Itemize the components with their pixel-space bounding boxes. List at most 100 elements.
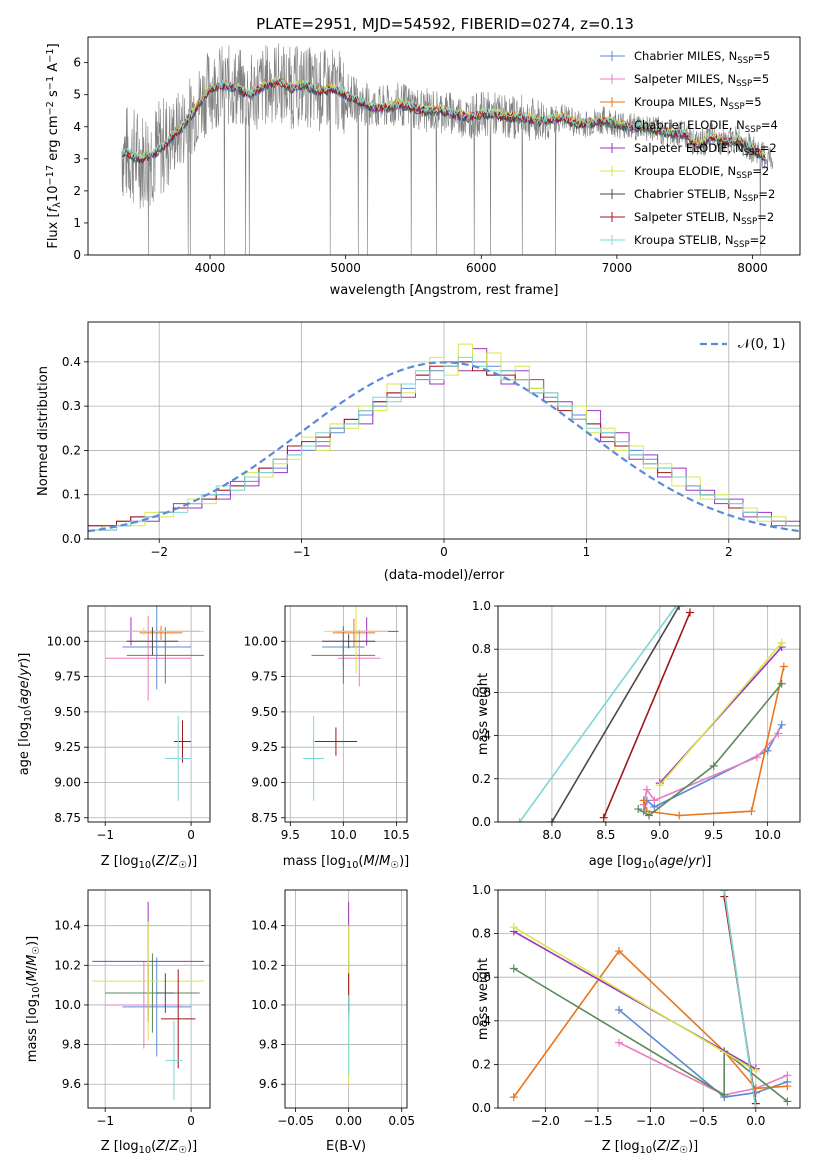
- axes-frame: [497, 605, 801, 823]
- y-tick-label: 0.6: [472, 685, 491, 699]
- x-tick-label: 0.00: [335, 1114, 362, 1128]
- x-tick-label: 7000: [602, 261, 633, 275]
- x-axis-label: Z [log10(Z/Z☉)]: [101, 854, 198, 871]
- y-tick-label: 9.6: [259, 1077, 278, 1091]
- y-tick-label: 10.2: [54, 958, 81, 972]
- mass-weight-line: [551, 606, 680, 822]
- y-tick-label: 10.0: [251, 998, 278, 1012]
- y-tick-label: 0.0: [62, 532, 81, 546]
- x-tick-label: 0: [187, 1114, 195, 1128]
- y-tick-label: 10.4: [251, 919, 278, 933]
- y-tick-label: 9.8: [259, 1038, 278, 1052]
- mass-weight-line: [602, 612, 691, 819]
- x-tick-label: 8.0: [542, 828, 561, 842]
- mass-weight-marker: [777, 638, 786, 647]
- x-tick-label: 5000: [330, 261, 361, 275]
- mass-weight-marker: [509, 923, 518, 932]
- mass-weight-marker: [720, 1090, 729, 1099]
- y-tick-label: 0.8: [472, 642, 491, 656]
- mass-weight-marker: [783, 1082, 792, 1091]
- axes-frame: [87, 605, 211, 823]
- y-tick-label: 0.3: [62, 399, 81, 413]
- y-tick-label: 0.4: [472, 729, 491, 743]
- y-tick-label: 9.50: [54, 705, 81, 719]
- mass-weight-marker: [615, 1005, 624, 1014]
- axes-frame: [87, 889, 211, 1109]
- mass-weight-marker: [547, 818, 556, 822]
- mass-weight-marker: [615, 947, 624, 956]
- x-axis-label: mass [log10(M/M☉)]: [283, 854, 409, 871]
- y-axis-label: mass [log10(M/M☉)]: [25, 936, 42, 1062]
- y-tick-label: 2: [73, 184, 81, 198]
- x-tick-label: 0.0: [746, 1114, 765, 1128]
- mass-vs-metallicity-panel: −1 0 9.6 9.8 10.0 10.2 10.4 Z [log10(Z/Z☉)] mass…: [25, 889, 211, 1156]
- x-tick-label: 4000: [195, 261, 226, 275]
- x-tick-label: 0.05: [388, 1114, 415, 1128]
- legend-label: Chabrier STELIB, NSSP=2: [634, 187, 775, 204]
- legend-label: Chabrier MILES, NSSP=5: [634, 49, 770, 66]
- x-tick-label: −2.0: [531, 1114, 560, 1128]
- x-tick-label: 10.0: [330, 828, 357, 842]
- x-tick-label: −2: [150, 545, 168, 559]
- y-tick-label: 1.0: [472, 599, 491, 613]
- mass-weight-line: [637, 683, 783, 817]
- y-tick-label: 0.0: [472, 1101, 491, 1115]
- weight-vs-age-panel: 8.0 8.5 9.0 9.5 10.0 0.0 0.2 0.4 0.6 0.8 1.0 age [l…: [472, 599, 801, 871]
- mass-weight-marker: [779, 662, 788, 671]
- x-tick-label: −1: [96, 1114, 114, 1128]
- x-tick-label: 8000: [737, 261, 768, 275]
- residual-histogram-step: [88, 356, 800, 531]
- y-tick-label: 9.75: [54, 670, 81, 684]
- legend-label: Salpeter STELIB, NSSP=2: [634, 210, 774, 227]
- mass-weight-line: [513, 930, 757, 1070]
- mass-weight-marker: [720, 890, 729, 894]
- y-tick-label: 0.1: [62, 488, 81, 502]
- x-axis-label: (data-model)/error: [384, 568, 505, 583]
- normal-distribution-curve: [88, 361, 800, 533]
- y-axis-label: age [log10(age/yr)]: [17, 653, 34, 776]
- legend-label: Kroupa MILES, NSSP=5: [634, 95, 762, 112]
- axes-frame: [284, 889, 408, 1109]
- mass-weight-marker: [509, 1093, 518, 1102]
- spectrum-panel: 4000 5000 6000 7000 8000 0 1 2 3 4 5 6 Chabrier MILE…: [45, 15, 801, 298]
- mass-weight-marker: [645, 811, 653, 820]
- mass-weight-marker: [751, 1066, 760, 1075]
- mass-weight-marker: [751, 1104, 760, 1108]
- y-tick-label: 1: [73, 216, 81, 230]
- x-tick-label: −0.5: [689, 1114, 718, 1128]
- y-tick-label: 9.75: [251, 670, 278, 684]
- x-tick-label: 0: [187, 828, 195, 842]
- y-tick-label: 0.2: [62, 443, 81, 457]
- mass-weight-line: [618, 1041, 788, 1096]
- y-tick-label: 9.00: [251, 775, 278, 789]
- y-tick-label: 1.0: [472, 883, 491, 897]
- mass-weight-marker: [675, 606, 684, 610]
- y-tick-label: 0.2: [472, 772, 491, 786]
- x-tick-label: 2: [725, 545, 733, 559]
- y-tick-label: 10.00: [244, 634, 278, 648]
- x-axis-label: Z [log10(Z/Z☉)]: [602, 1139, 699, 1156]
- x-axis-label: E(B-V): [326, 1139, 366, 1154]
- y-tick-label: 0.2: [472, 1057, 491, 1071]
- y-axis-label: Normed distribution: [36, 366, 51, 496]
- mass-vs-ebv-panel: −0.05 0.00 0.05 9.6 9.8 10.0 10.2 10.4 E(B-V): [251, 889, 415, 1154]
- x-tick-label: 9.5: [704, 828, 723, 842]
- x-tick-label: −1: [293, 545, 311, 559]
- mass-weight-marker: [777, 679, 786, 688]
- axes-frame: [284, 605, 408, 823]
- x-tick-label: 0: [440, 545, 448, 559]
- y-tick-label: 0: [73, 248, 81, 262]
- y-tick-label: 10.4: [54, 919, 81, 933]
- x-tick-label: 10.5: [383, 828, 410, 842]
- y-tick-label: 9.6: [62, 1077, 81, 1091]
- y-tick-label: 0.4: [472, 1014, 491, 1028]
- weight-vs-metallicity-panel: −2.0 −1.5 −1.0 −0.5 0.0 0.0 0.2 0.4 0.6 0.8 1.0 Z […: [472, 883, 801, 1156]
- mass-weight-marker: [650, 796, 659, 805]
- y-tick-label: 6: [73, 56, 81, 70]
- mass-weight-marker: [685, 608, 694, 617]
- y-tick-label: 0.8: [472, 927, 491, 941]
- x-tick-label: 6000: [466, 261, 497, 275]
- y-tick-label: 10.0: [54, 998, 81, 1012]
- legend-label: Chabrier ELODIE, NSSP=4: [634, 118, 778, 135]
- mass-weight-marker: [774, 729, 783, 738]
